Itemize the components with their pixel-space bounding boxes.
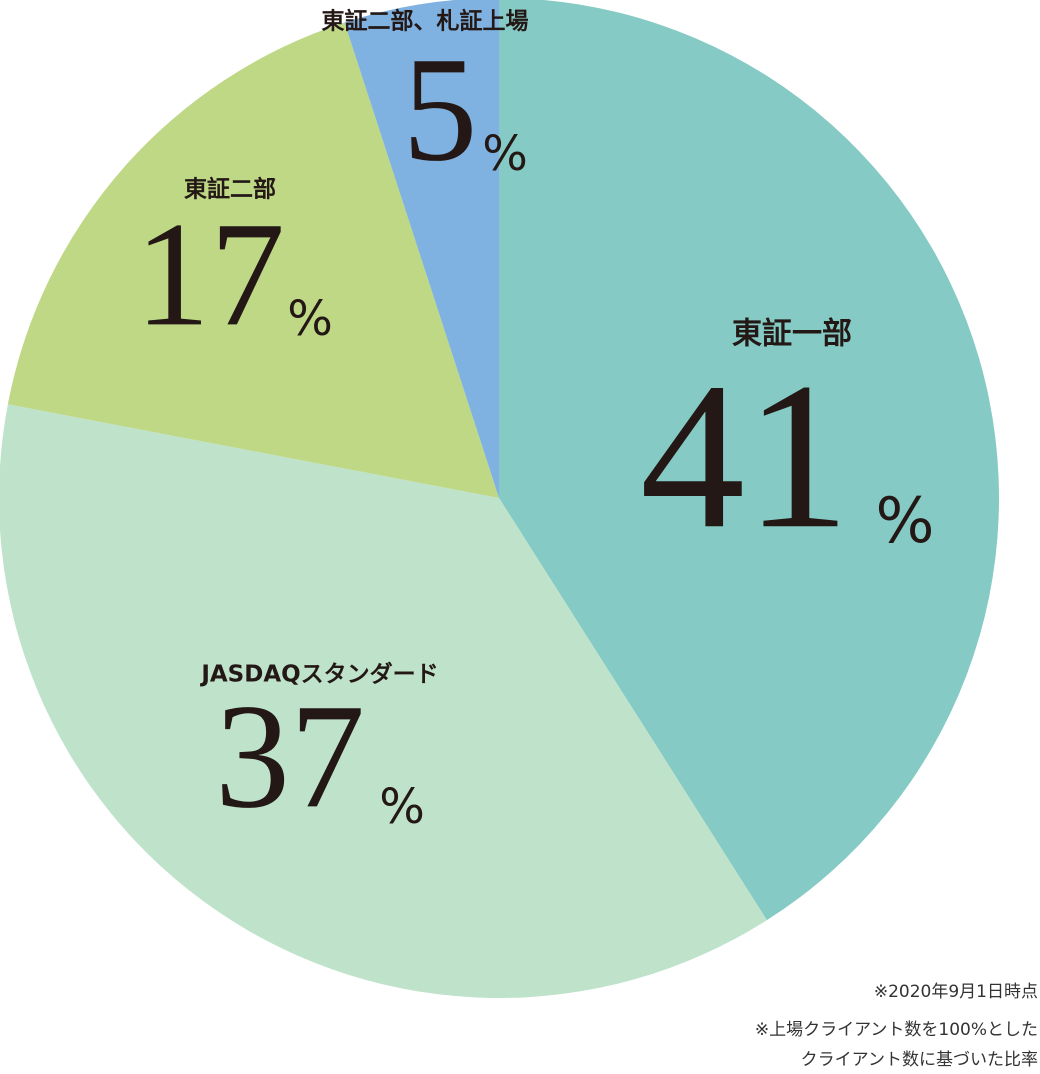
value-unit: % [287, 291, 333, 347]
pie-slice [7, 22, 499, 499]
slice-label: 東証二部 [184, 176, 276, 203]
footnote: ※上場クライアント数を100%とした [755, 1020, 1038, 1040]
value-unit: % [482, 126, 528, 182]
value-label: 5 [403, 26, 478, 192]
value-unit: % [876, 484, 935, 557]
slice-label: 東証二部、札証上場 [322, 8, 529, 35]
pie-slice [0, 404, 767, 998]
value-label: 17 [135, 191, 285, 357]
slice-label: JASDAQスタンダード [199, 661, 438, 688]
pie-slice [344, 0, 499, 498]
value-label: 41 [640, 340, 850, 572]
value-label: 37 [215, 673, 365, 839]
footnote: クライアント数に基づいた比率 [801, 1050, 1038, 1070]
value-unit: % [379, 779, 425, 835]
footnote: ※2020年9月1日時点 [874, 982, 1038, 1002]
pie-slice [499, 0, 999, 921]
slice-label: 東証一部 [732, 317, 852, 352]
